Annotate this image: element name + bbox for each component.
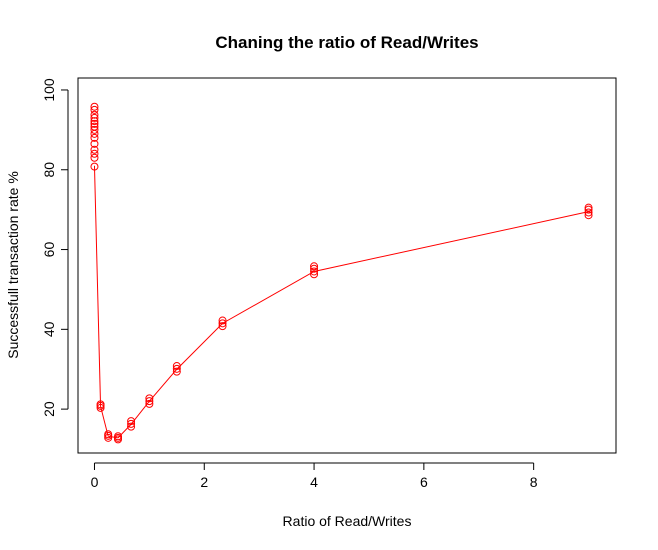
data-point <box>96 400 105 409</box>
data-point <box>127 419 136 428</box>
x-tick-label: 8 <box>530 474 538 490</box>
data-point <box>310 267 319 276</box>
y-tick-label: 100 <box>41 78 57 102</box>
data-points <box>90 102 593 444</box>
data-point <box>90 125 99 134</box>
data-point <box>172 364 181 373</box>
x-tick-label: 2 <box>200 474 208 490</box>
data-point <box>584 211 593 220</box>
data-point <box>127 417 136 426</box>
data-point <box>218 322 227 331</box>
data-point <box>114 432 123 441</box>
data-point <box>90 122 99 131</box>
data-point <box>90 117 99 126</box>
x-tick-label: 6 <box>420 474 428 490</box>
data-point <box>90 149 99 158</box>
data-point <box>218 319 227 328</box>
x-axis-label: Ratio of Read/Writes <box>283 513 412 529</box>
data-point <box>584 203 593 212</box>
y-axis-label: Successfull transaction rate % <box>5 171 21 359</box>
data-point <box>145 394 154 403</box>
y-tick-label: 40 <box>41 321 57 337</box>
y-tick-label: 60 <box>41 242 57 258</box>
data-point <box>90 110 99 119</box>
data-point <box>90 162 99 171</box>
data-point <box>90 145 99 154</box>
data-point <box>172 367 181 376</box>
data-point <box>90 133 99 142</box>
data-point <box>90 139 99 148</box>
data-point <box>96 403 105 412</box>
data-point <box>310 262 319 271</box>
y-ticks: 20 40 60 80 100 <box>41 78 68 417</box>
data-point <box>104 433 113 442</box>
data-point <box>90 119 99 128</box>
x-tick-label: 4 <box>310 474 318 490</box>
data-point <box>584 205 593 214</box>
plot-frame <box>77 77 617 454</box>
data-point <box>218 316 227 325</box>
data-point <box>145 397 154 406</box>
y-tick-label: 80 <box>41 162 57 178</box>
data-point <box>310 270 319 279</box>
data-point <box>90 153 99 162</box>
data-point <box>90 113 99 122</box>
x-tick-label: 0 <box>91 474 99 490</box>
data-point <box>310 264 319 273</box>
series-line <box>93 165 589 439</box>
y-tick-label: 20 <box>41 401 57 417</box>
data-point <box>145 399 154 408</box>
chart-title: Chaning the ratio of Read/Writes <box>215 33 478 52</box>
data-point <box>584 208 593 217</box>
data-point <box>172 362 181 371</box>
x-ticks: 0 2 4 6 8 <box>91 463 538 490</box>
data-point <box>90 102 99 111</box>
data-point <box>90 105 99 114</box>
data-point <box>127 422 136 431</box>
data-point <box>104 430 113 439</box>
